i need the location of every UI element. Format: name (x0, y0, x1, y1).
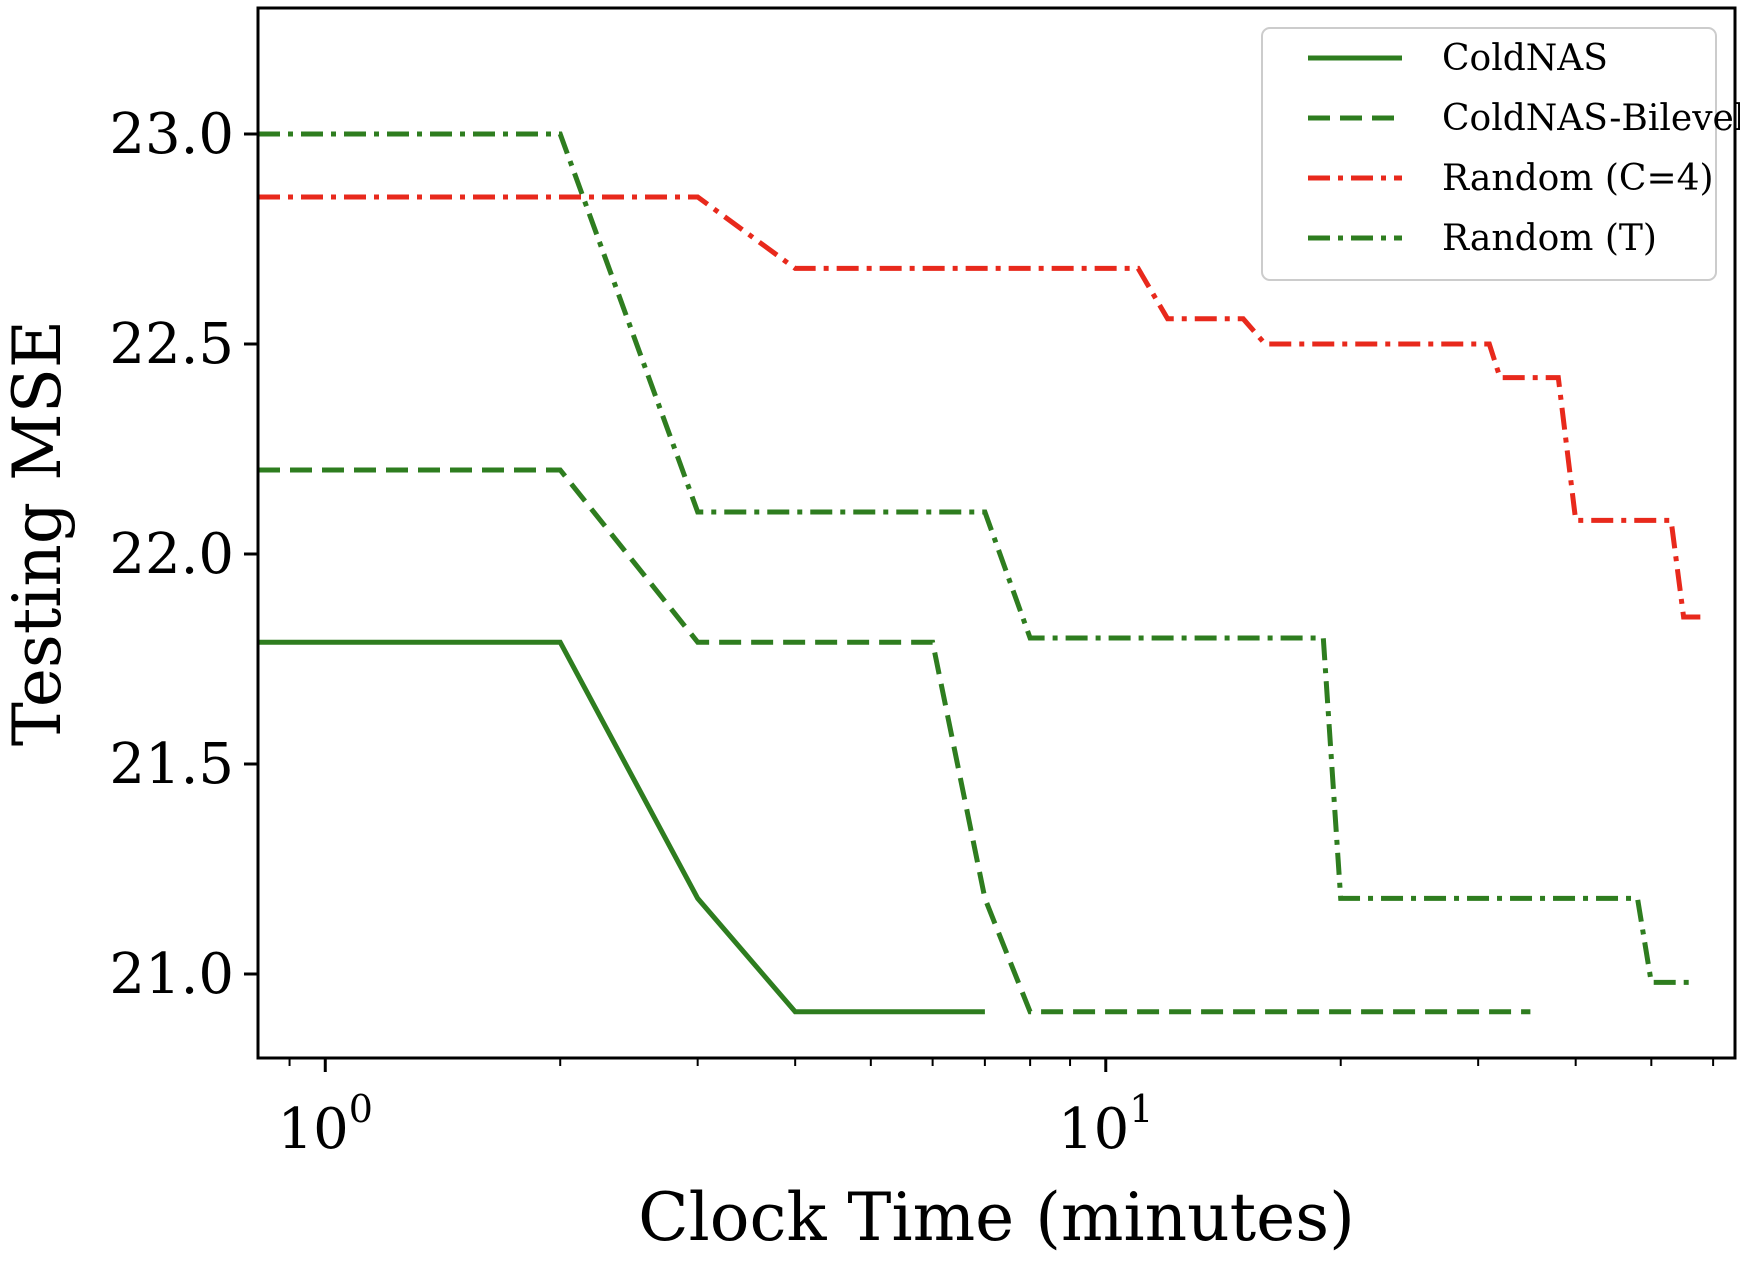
legend-label: ColdNAS-Bilevel (1442, 98, 1740, 139)
series-line-2 (258, 467, 1531, 1015)
series-line-3 (258, 194, 1702, 620)
x-tick-label: 100 (278, 1087, 373, 1162)
legend-box (1261, 27, 1717, 281)
legend-label: Random (C=4) (1442, 158, 1714, 199)
legend: ColdNAS ColdNAS-Bilevel Random (C=4) Random… (1261, 27, 1740, 281)
y-tick-label: 23.0 (109, 102, 234, 167)
plot-frame (256, 6, 1737, 1060)
ticks-layer: 21.0 21.5 22.0 22.5 23.0 100 101 (109, 102, 1715, 1162)
y-tick-label: 21.0 (109, 942, 234, 1007)
series-line-1 (258, 639, 985, 1015)
series-layer (258, 131, 1702, 1015)
x-axis-title: Clock Time (minutes) (638, 1179, 1355, 1256)
y-axis-title: Testing MSE (0, 320, 76, 746)
legend-label: ColdNAS (1442, 38, 1608, 79)
series-line-4 (258, 131, 1696, 985)
x-tick-label: 101 (1058, 1087, 1153, 1162)
y-tick-label: 22.0 (109, 522, 234, 587)
y-tick-label: 22.5 (109, 312, 234, 377)
legend-label: Random (T) (1442, 218, 1657, 259)
y-tick-label: 21.5 (109, 732, 234, 797)
